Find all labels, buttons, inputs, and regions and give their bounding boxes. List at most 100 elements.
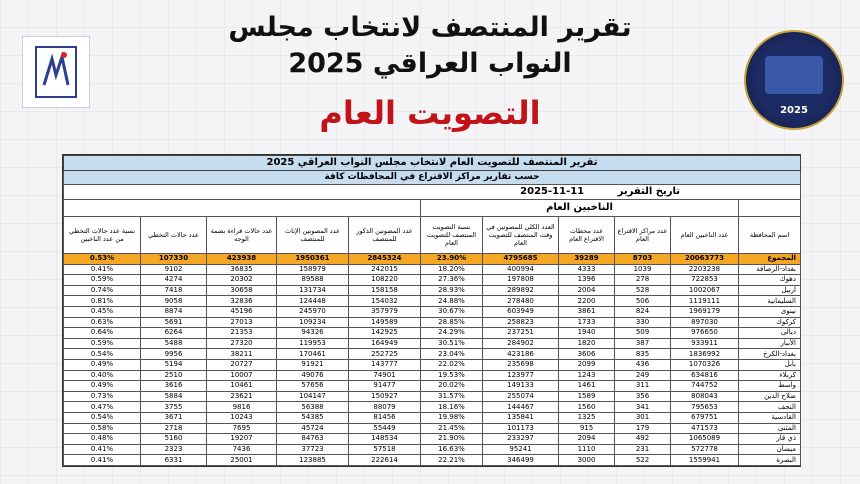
cell-value: 1119111 — [670, 295, 739, 307]
cell-value: 104147 — [276, 390, 349, 403]
table-row: ذي قار 1065089 492 2094 233297 21.90% 148534 84… — [63, 433, 801, 445]
table-row: بغداد-الكرخ 1836992 835 3606 423186 23.04% 252… — [63, 348, 801, 360]
cell-value: 915 — [558, 422, 615, 435]
cell-value: 7436 — [206, 443, 277, 456]
cell-value: 235698 — [482, 358, 559, 371]
cell-value: 3606 — [558, 348, 615, 360]
cell-value: 7695 — [206, 422, 277, 435]
cell-value: 5691 — [140, 316, 207, 329]
table-row: واسط 744752 311 1461 149133 20.02% 91477 57656 1… — [63, 380, 801, 392]
province-name: بابل — [738, 358, 801, 371]
cell-value: 18.16% — [420, 401, 483, 413]
cell-value: 0.47% — [63, 401, 141, 413]
cell-value: 39289 — [558, 253, 615, 265]
cell-value: 471573 — [670, 422, 739, 435]
cell-value: 158158 — [348, 284, 421, 297]
cell-value: 1559941 — [670, 454, 739, 466]
cell-value: 21.90% — [420, 433, 483, 445]
cell-value: 30.67% — [420, 305, 483, 318]
cell-value: 231 — [614, 443, 671, 456]
cell-value: 10461 — [206, 380, 277, 392]
cell-value: 150927 — [348, 390, 421, 403]
table-row: القادسية 679751 301 1325 135841 19.98% 81456 54… — [63, 411, 801, 424]
cell-value: 91921 — [276, 358, 349, 371]
cell-value: 2099 — [558, 358, 615, 371]
cell-value: 49076 — [276, 369, 349, 382]
cell-value: 0.54% — [63, 348, 141, 360]
cell-value: 233297 — [482, 433, 559, 445]
cell-value: 81456 — [348, 411, 421, 424]
cell-value: 84763 — [276, 433, 349, 445]
cell-value: 6264 — [140, 327, 207, 339]
cell-value: 124448 — [276, 295, 349, 307]
cell-value: 1820 — [558, 337, 615, 350]
cell-value: 8703 — [614, 253, 671, 265]
cell-value: 23.04% — [420, 348, 483, 360]
table-row: كربلاء 634816 249 1243 123977 19.53% 74901 4907… — [63, 369, 801, 382]
cell-value: 509 — [614, 327, 671, 339]
cell-value: 237251 — [482, 327, 559, 339]
cell-value: 835 — [614, 348, 671, 360]
cell-value: 20727 — [206, 358, 277, 371]
cell-value: 933911 — [670, 337, 739, 350]
cell-value: 0.53% — [63, 253, 141, 265]
cell-value: 330 — [614, 316, 671, 329]
cell-value: 634816 — [670, 369, 739, 382]
results-table: تقرير المنتصف للتصويت العام لانتخاب مجلس… — [62, 154, 801, 467]
col-header: العدد الكلي للمصوتين في وقت المنتصف للتص… — [482, 216, 559, 254]
cell-value: 16.63% — [420, 443, 483, 456]
table-row: أربيل 1002067 528 2004 289892 28.93% 158158 131… — [63, 284, 801, 297]
cell-value: 603949 — [482, 305, 559, 318]
cell-value: 131734 — [276, 284, 349, 297]
table-row: المثنى 471573 179 915 101173 21.45% 55449 45724… — [63, 422, 801, 435]
cell-value: 744752 — [670, 380, 739, 392]
cell-value: 1110 — [558, 443, 615, 456]
cell-value: 6331 — [140, 454, 207, 466]
cell-value: 20.02% — [420, 380, 483, 392]
cell-value: 142925 — [348, 327, 421, 339]
col-header: عدد محطات الاقتراع العام — [558, 216, 615, 254]
cell-value: 5194 — [140, 358, 207, 371]
cell-value: 278480 — [482, 295, 559, 307]
cell-value: 400994 — [482, 263, 559, 276]
province-name: المجموع — [738, 253, 801, 265]
cell-value: 28.93% — [420, 284, 483, 297]
province-name: المثنى — [738, 422, 801, 435]
col-header: عدد المصوتين الذكور للمنتصف — [348, 216, 421, 254]
cell-value: 37723 — [276, 443, 349, 456]
cell-value: 123977 — [482, 369, 559, 382]
col-header: عدد حالات قراءة بصمة الوجه — [206, 216, 277, 254]
cell-value: 144467 — [482, 401, 559, 413]
cell-value: 164949 — [348, 337, 421, 350]
cell-value: 357979 — [348, 305, 421, 318]
cell-value: 19.53% — [420, 369, 483, 382]
cell-value: 2094 — [558, 433, 615, 445]
cell-value: 23621 — [206, 390, 277, 403]
cell-value: 0.41% — [63, 443, 141, 456]
cell-value: 1243 — [558, 369, 615, 382]
cell-value: 91477 — [348, 380, 421, 392]
cell-value: 10007 — [206, 369, 277, 382]
cell-value: 19207 — [206, 433, 277, 445]
cell-value: 54385 — [276, 411, 349, 424]
cell-value: 1733 — [558, 316, 615, 329]
cell-value: 3755 — [140, 401, 207, 413]
col-header: نسبة عدد حالات التخطي من عدد الناخبين — [63, 216, 141, 254]
cell-value: 2200 — [558, 295, 615, 307]
cell-value: 27013 — [206, 316, 277, 329]
col-header: عدد مراكز الاقتراع العام — [614, 216, 671, 254]
cell-value: 423186 — [482, 348, 559, 360]
cell-value: 1560 — [558, 401, 615, 413]
cell-value: 2323 — [140, 443, 207, 456]
ihec-logo-icon — [22, 36, 90, 108]
cell-value: 149589 — [348, 316, 421, 329]
cell-value: 0.49% — [63, 380, 141, 392]
table-row: بغداد-الرصافة 2203238 1039 4333 400994 18.20%… — [63, 263, 801, 276]
col-header: عدد حالات التخطي — [140, 216, 207, 254]
cell-value: 179 — [614, 422, 671, 435]
cell-value: 0.59% — [63, 274, 141, 286]
province-name: كركوك — [738, 316, 801, 329]
cell-value: 346499 — [482, 454, 559, 466]
cell-value: 5160 — [140, 433, 207, 445]
cell-value: 0.45% — [63, 305, 141, 318]
